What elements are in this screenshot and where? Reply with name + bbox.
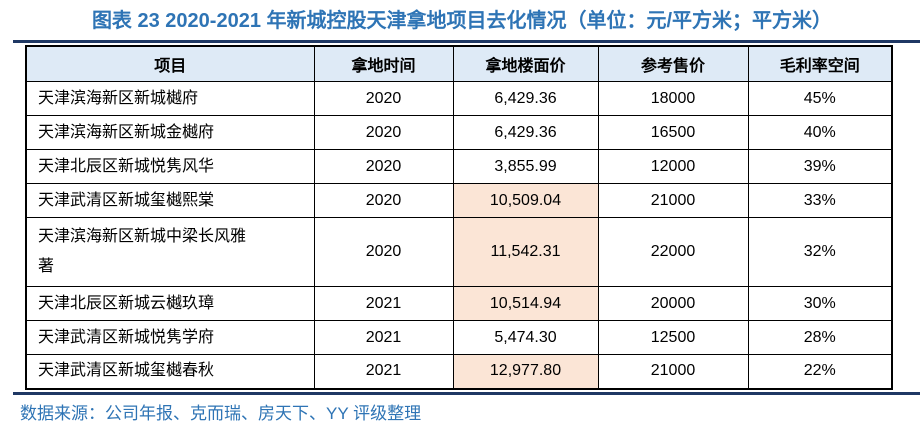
cell-gross-margin: 28%	[747, 320, 893, 355]
cell-reference-price: 22000	[597, 217, 749, 287]
table-row: 天津北辰区新城云樾玖璋 2021 10,514.94 20000 30%	[25, 286, 893, 321]
cell-gross-margin: 33%	[747, 183, 893, 218]
header-row: 项目 拿地时间 拿地楼面价 参考售价 毛利率空间	[25, 45, 893, 82]
table-row: 天津武清区新城悦隽学府 2021 5,474.30 12500 28%	[25, 320, 893, 355]
cell-project: 天津滨海新区新城樾府	[25, 81, 315, 116]
cell-acquire-year: 2020	[313, 183, 454, 218]
cell-acquire-year: 2020	[313, 149, 454, 184]
cell-gross-margin: 40%	[747, 115, 893, 150]
cell-floor-price: 6,429.36	[452, 81, 599, 116]
figure-title: 图表 23 2020-2021 年新城控股天津拿地项目去化情况（单位：元/平方米…	[91, 10, 833, 32]
col-header-gross-margin: 毛利率空间	[747, 45, 893, 82]
cell-reference-price: 21000	[597, 183, 749, 218]
cell-reference-price: 18000	[597, 81, 749, 116]
project-name-text: 天津滨海新区新城中梁长风雅著	[38, 228, 247, 275]
cell-floor-price: 6,429.36	[452, 115, 599, 150]
cell-project: 天津北辰区新城云樾玖璋	[25, 286, 315, 321]
cell-gross-margin: 39%	[747, 149, 893, 184]
cell-reference-price: 21000	[597, 354, 749, 389]
cell-acquire-year: 2020	[313, 81, 454, 116]
col-header-acquire-year: 拿地时间	[313, 45, 454, 82]
col-header-reference-price: 参考售价	[597, 45, 749, 82]
table-row: 天津武清区新城玺樾熙棠 2020 10,509.04 21000 33%	[25, 183, 893, 218]
top-divider	[13, 40, 920, 43]
land-projects-table: 项目 拿地时间 拿地楼面价 参考售价 毛利率空间 天津滨海新区新城樾府 2020…	[25, 45, 893, 390]
cell-project: 天津滨海新区新城中梁长风雅著	[25, 217, 315, 287]
cell-acquire-year: 2020	[313, 217, 454, 287]
cell-project: 天津滨海新区新城金樾府	[25, 115, 315, 150]
cell-floor-price: 10,509.04	[452, 183, 599, 218]
table-row: 天津武清区新城玺樾春秋 2021 12,977.80 21000 22%	[25, 354, 893, 389]
col-header-floor-price: 拿地楼面价	[452, 45, 599, 82]
cell-project: 天津武清区新城玺樾春秋	[25, 354, 315, 389]
cell-floor-price: 10,514.94	[452, 286, 599, 321]
cell-gross-margin: 32%	[747, 217, 893, 287]
cell-acquire-year: 2021	[313, 320, 454, 355]
cell-reference-price: 12000	[597, 149, 749, 184]
cell-gross-margin: 22%	[747, 354, 893, 389]
cell-project: 天津武清区新城悦隽学府	[25, 320, 315, 355]
cell-floor-price: 12,977.80	[452, 354, 599, 389]
cell-reference-price: 20000	[597, 286, 749, 321]
cell-floor-price: 3,855.99	[452, 149, 599, 184]
table-row: 天津滨海新区新城金樾府 2020 6,429.36 16500 40%	[25, 115, 893, 150]
cell-gross-margin: 45%	[747, 81, 893, 116]
cell-reference-price: 16500	[597, 115, 749, 150]
cell-floor-price: 11,542.31	[452, 217, 599, 287]
cell-acquire-year: 2021	[313, 354, 454, 389]
table-row: 天津滨海新区新城中梁长风雅著 2020 11,542.31 22000 32%	[25, 217, 893, 287]
cell-floor-price: 5,474.30	[452, 320, 599, 355]
cell-project: 天津武清区新城玺樾熙棠	[25, 183, 315, 218]
table-row: 天津滨海新区新城樾府 2020 6,429.36 18000 45%	[25, 81, 893, 116]
bottom-divider	[13, 391, 920, 395]
cell-reference-price: 12500	[597, 320, 749, 355]
cell-acquire-year: 2021	[313, 286, 454, 321]
cell-gross-margin: 30%	[747, 286, 893, 321]
cell-acquire-year: 2020	[313, 115, 454, 150]
col-header-project: 项目	[25, 45, 315, 82]
cell-project: 天津北辰区新城悦隽风华	[25, 149, 315, 184]
table-row: 天津北辰区新城悦隽风华 2020 3,855.99 12000 39%	[25, 149, 893, 184]
data-source: 数据来源：公司年报、克而瑞、房天下、YY 评级整理	[20, 403, 422, 423]
